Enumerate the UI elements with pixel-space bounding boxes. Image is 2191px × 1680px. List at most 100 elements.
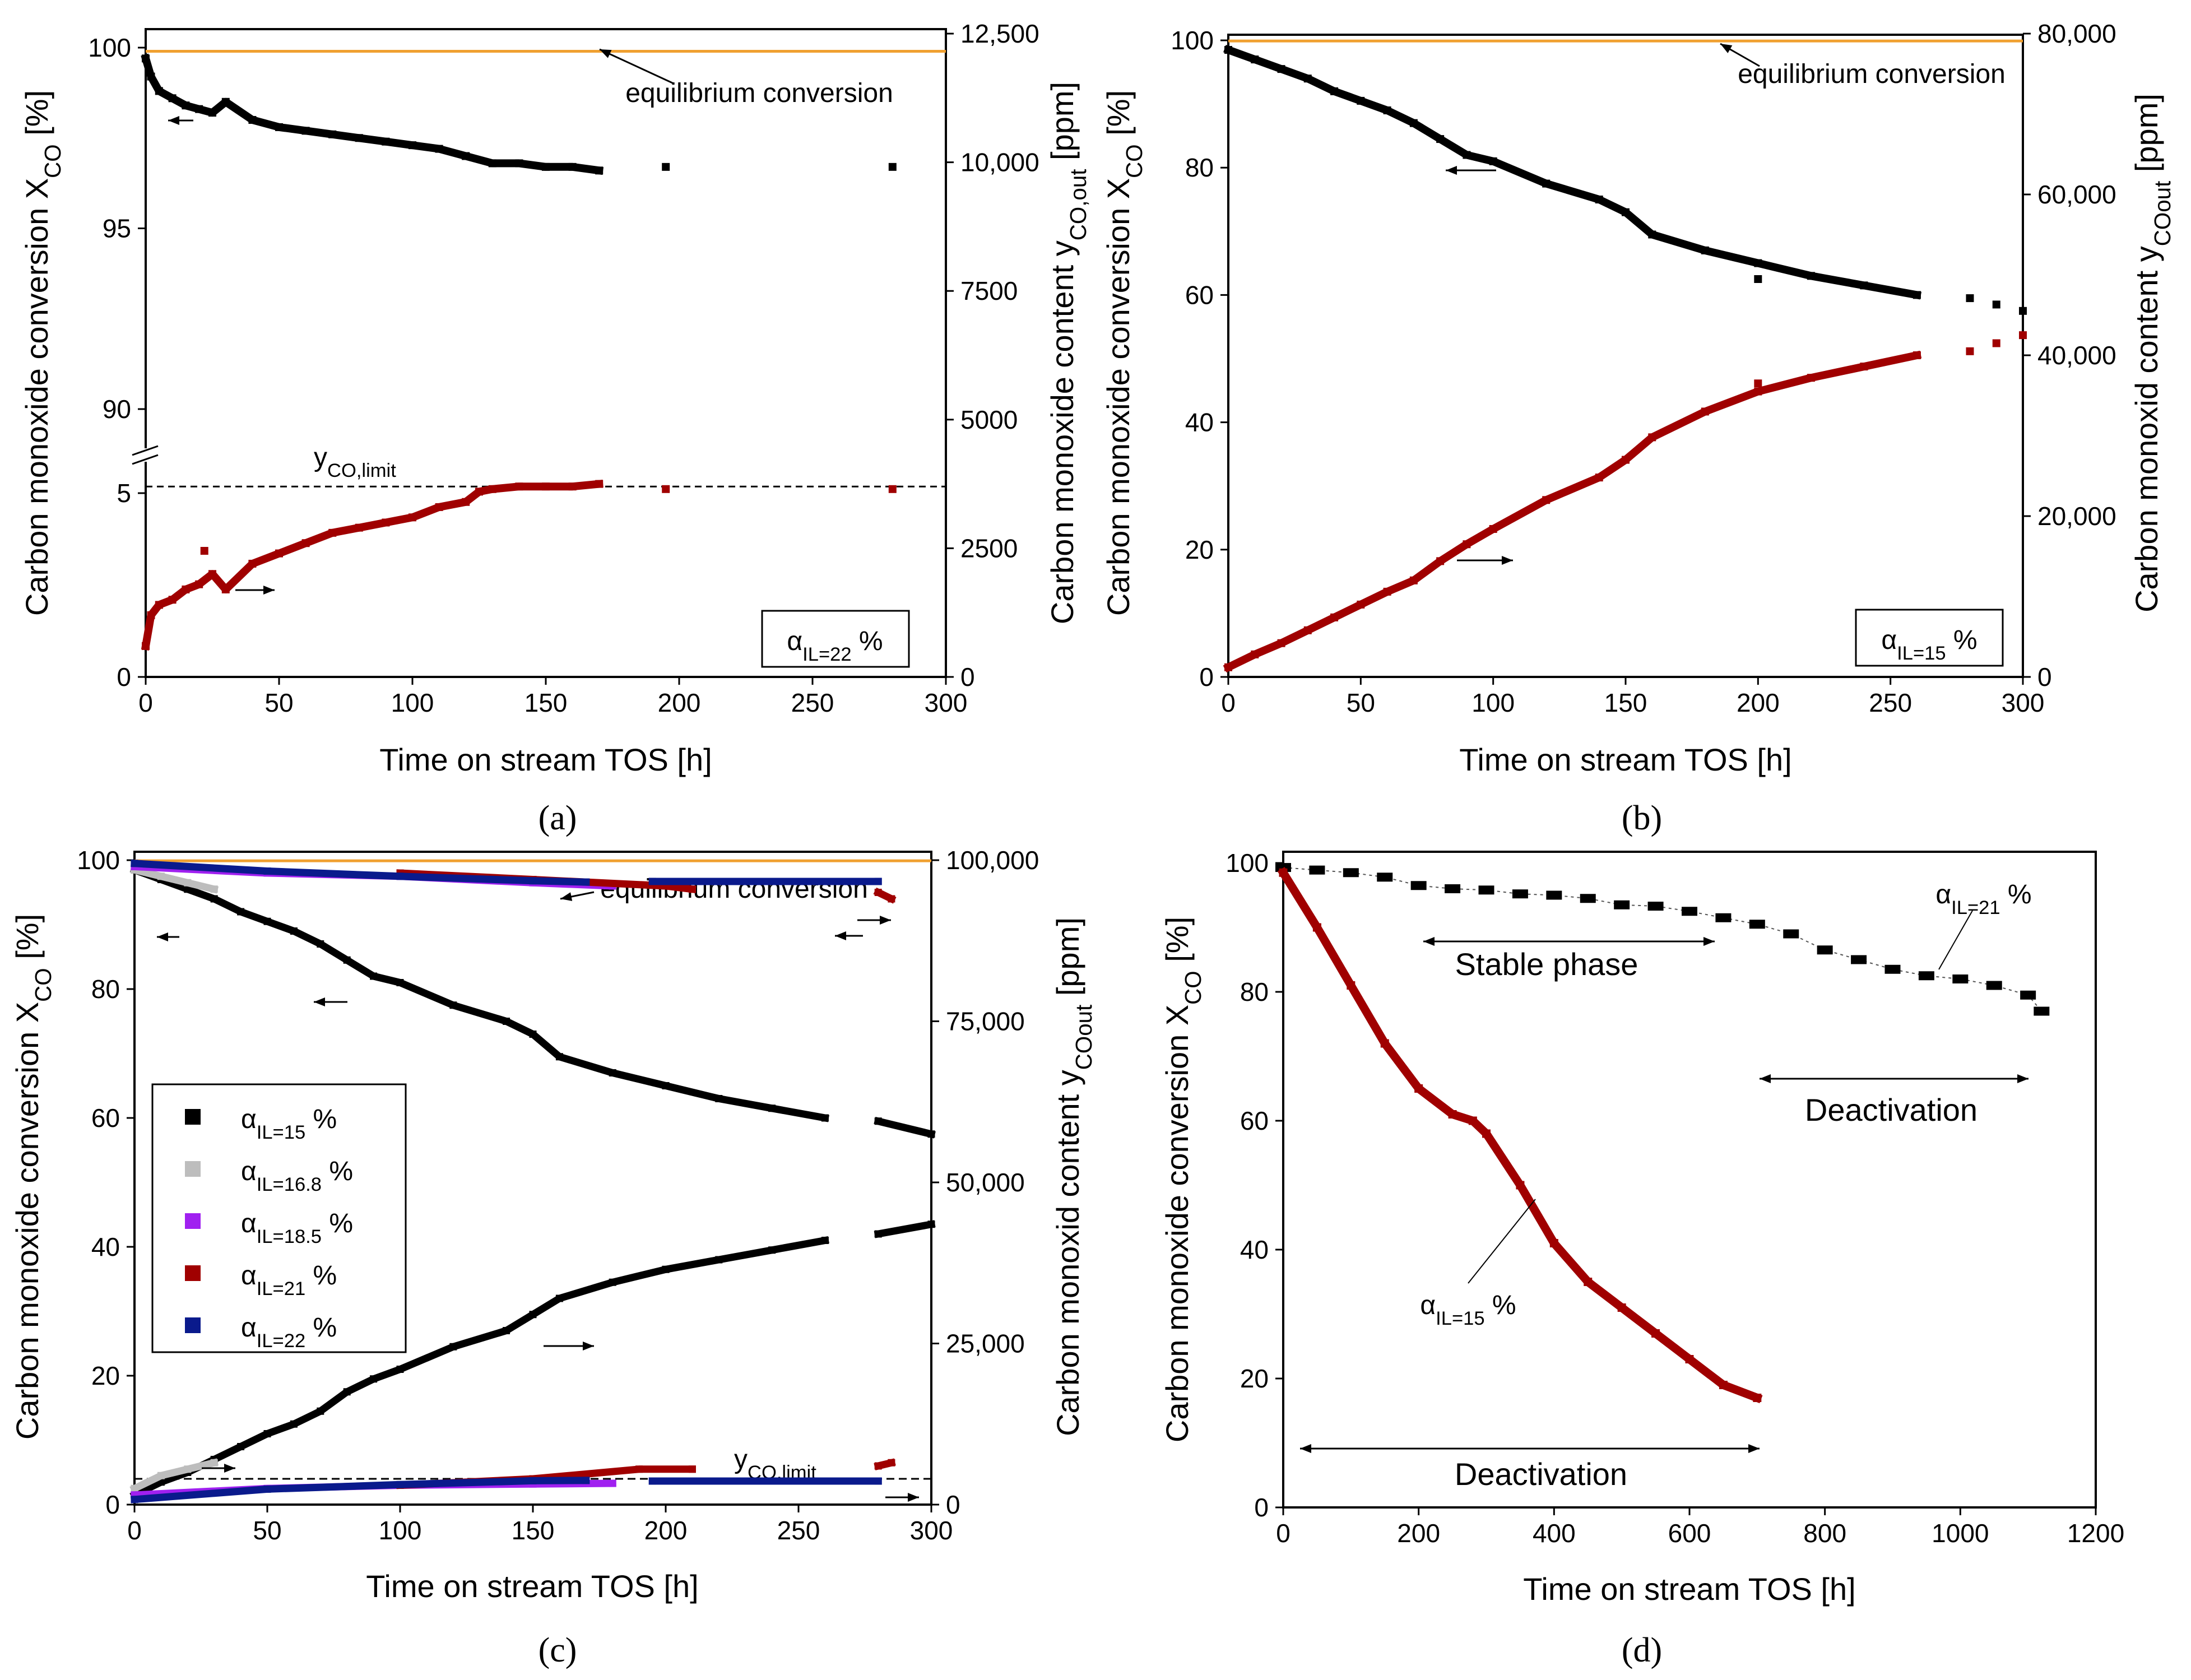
legend-marker (185, 1213, 201, 1229)
x-tick-label: 100 (379, 1516, 422, 1545)
y2-tick-label: 0 (2037, 662, 2052, 692)
alpha21-point (1546, 890, 1562, 900)
yco-series-point (2019, 331, 2027, 340)
xco-series-point (662, 163, 670, 171)
deact-bottom-arrow-left-head (1300, 1444, 1311, 1453)
panel-d: 0 200 400 600 800 1000 1200 0 20 40 60 80 100 αIL=21 … (1159, 848, 2124, 1669)
stable-arrow-right-head (1703, 937, 1715, 946)
alpha21-point (1343, 868, 1359, 878)
panel-label-d: (d) (1622, 1631, 1662, 1669)
y2-tick-label: 80,000 (2037, 19, 2116, 48)
x-tick-label: 150 (524, 688, 568, 717)
stable-phase-label: Stable phase (1455, 946, 1638, 982)
right-axis-arrow-head (880, 916, 891, 925)
legend-label: αIL=18.5 % (241, 1209, 353, 1247)
x-tick-label: 300 (910, 1516, 953, 1545)
y-tick-label: 20 (1240, 1364, 1269, 1393)
y-tick-label: 60 (1240, 1106, 1269, 1135)
x-axis-title: Time on stream TOS [h] (379, 742, 712, 777)
series--il-15-x-co-trace (129, 865, 829, 1122)
right-axis-arrow-head (908, 1493, 919, 1502)
deact-bottom-arrow-right-head (1748, 1444, 1760, 1453)
alpha21-point (1512, 889, 1528, 899)
alpha-box (1855, 609, 2004, 667)
y2-tick-label: 12,500 (960, 19, 1039, 48)
panel-b: 0 50 100 150 200 250 300020406080100020,00040,… (1101, 19, 2175, 837)
legend-label: αIL=15 % (241, 1104, 337, 1143)
y-tick-label: 0 (1199, 662, 1214, 692)
alpha21-point (1817, 945, 1833, 955)
stable-arrow-left-head (1423, 937, 1435, 946)
equilibrium-arrow (599, 48, 673, 84)
y2-tick-label: 0 (946, 1490, 960, 1519)
legend-marker (185, 1161, 201, 1177)
alpha21-point (1478, 885, 1494, 895)
alpha15-series-trace (1277, 866, 1763, 1404)
legend-marker (185, 1109, 201, 1125)
equilibrium-label: equilibrium conversion (1738, 59, 2006, 89)
y-tick-label: 5 (117, 479, 131, 508)
x-tick-label: 0 (1221, 688, 1236, 717)
series--il-15-y-co-trace (129, 1236, 829, 1500)
right-axis-arrow-head (224, 1464, 235, 1473)
y-tick-label: 40 (1185, 408, 1214, 437)
y-tick-label: 0 (1254, 1493, 1269, 1522)
x-tick-label: 1000 (1932, 1519, 1989, 1548)
equilibrium-arrow-head (1720, 44, 1733, 53)
x-tick-label: 800 (1803, 1519, 1846, 1548)
y-tick-label: 0 (105, 1490, 120, 1519)
right-axis-arrow-head (583, 1342, 594, 1351)
axis-break-mark (132, 454, 159, 465)
yco-series-point (888, 485, 897, 493)
series--il-16-8-x-co-trace (130, 865, 219, 894)
alpha21-point (1952, 974, 1969, 983)
xco-series-point (2019, 307, 2027, 315)
legend-label: αIL=21 % (241, 1261, 337, 1300)
y-tick-label: 40 (91, 1232, 120, 1261)
equilibrium-arrow-head (560, 892, 573, 901)
alpha21-point (1715, 913, 1732, 922)
y2-tick-label: 50,000 (946, 1168, 1025, 1197)
left-axis-arrow-head (157, 932, 168, 941)
yco-series-point (200, 546, 208, 555)
x-tick-label: 50 (253, 1516, 281, 1545)
alpha21-point (2034, 1006, 2050, 1016)
plot-frame (1282, 851, 2097, 1509)
x-tick-label: 100 (391, 688, 434, 717)
panel-label-a: (a) (539, 799, 577, 837)
equilibrium-label: equilibrium conversion (625, 78, 893, 108)
x-tick-label: 1200 (2067, 1519, 2124, 1548)
y2-axis-title: Carbon monoxid content yCOout [ppm] (2129, 94, 2175, 612)
x-axis-title: Time on stream TOS [h] (1459, 742, 1791, 777)
limit-label: yCO,limit (314, 443, 396, 481)
equilibrium-arrow-head (600, 49, 612, 58)
x-tick-label: 300 (2002, 688, 2045, 717)
y-tick-label: 80 (1185, 153, 1214, 182)
series--il-21-y-co-late-trace (874, 1458, 896, 1470)
y-tick-label: 100 (77, 846, 120, 875)
alpha21-point (1445, 884, 1461, 893)
x-tick-label: 200 (1397, 1519, 1440, 1548)
xco-series-point (1992, 300, 2000, 309)
yco-series-point (1992, 339, 2000, 347)
alpha21-leader (1938, 910, 1973, 970)
left-axis-arrow-head (168, 116, 179, 125)
right-axis-arrow-head (1502, 556, 1513, 565)
x-axis-title: Time on stream TOS [h] (1523, 1571, 1855, 1607)
alpha-label: αIL=22 % (787, 626, 883, 665)
xco-series-point (888, 163, 897, 171)
series--il-16-8-y-co-trace (129, 1458, 219, 1493)
alpha21-point (1749, 920, 1765, 929)
alpha21-point (1647, 902, 1664, 911)
panel-label-c: (c) (539, 1631, 577, 1669)
yco-series-trace (141, 479, 604, 651)
yco-series-point (1754, 379, 1762, 388)
y-tick-label: 100 (1226, 848, 1269, 878)
xco-series-trace (1223, 45, 1922, 300)
y2-tick-label: 60,000 (2037, 180, 2116, 209)
deact-top-arrow-left-head (1760, 1074, 1771, 1083)
legend-marker (185, 1265, 201, 1281)
series--il-22-x-co-trace (131, 859, 590, 886)
x-tick-label: 150 (1604, 688, 1647, 717)
